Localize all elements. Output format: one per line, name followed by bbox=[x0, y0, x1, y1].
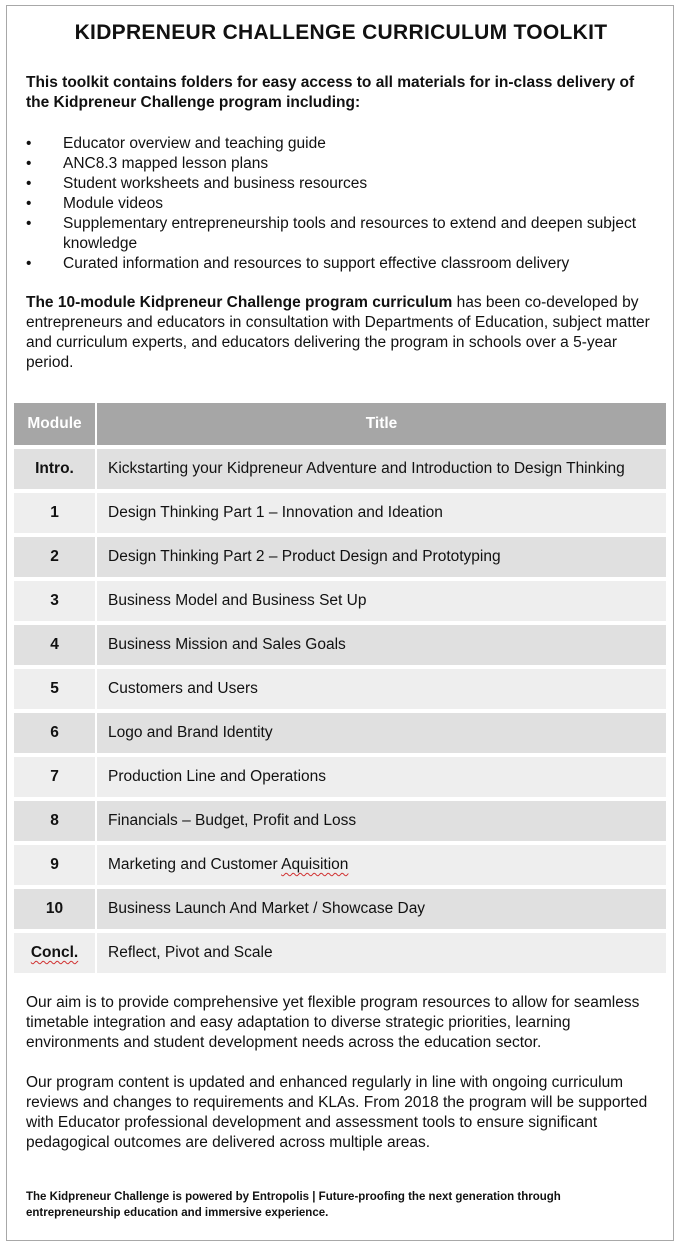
intro-text: This toolkit contains folders for easy a… bbox=[26, 74, 635, 111]
bullet-icon: • bbox=[26, 135, 32, 152]
table-row: 1 Design Thinking Part 1 – Innovation an… bbox=[14, 491, 666, 537]
module-title: Production Line and Operations bbox=[96, 755, 666, 801]
module-title: Marketing and Customer Aquisition bbox=[96, 843, 666, 889]
module-number: 8 bbox=[14, 799, 97, 845]
module-title: Business Mission and Sales Goals bbox=[96, 623, 666, 669]
bullet-icon: • bbox=[26, 175, 32, 192]
module-title: Business Model and Business Set Up bbox=[96, 579, 666, 625]
table-row: 4 Business Mission and Sales Goals bbox=[14, 623, 666, 669]
modules-table: Module Title Intro. Kickstarting your Ki… bbox=[14, 403, 666, 973]
module-number: 10 bbox=[14, 887, 97, 933]
footer-note: The Kidpreneur Challenge is powered by E… bbox=[26, 1191, 561, 1219]
module-title: Financials – Budget, Profit and Loss bbox=[96, 799, 666, 845]
content-paragraph: Our program content is updated and enhan… bbox=[26, 1074, 648, 1151]
spellcheck-flagged-word: Concl. bbox=[30, 944, 79, 961]
bullet-icon: • bbox=[26, 255, 32, 272]
table-row: Concl. Reflect, Pivot and Scale bbox=[14, 931, 666, 973]
page-border bbox=[6, 5, 674, 1241]
module-title: Design Thinking Part 2 – Product Design … bbox=[96, 535, 666, 581]
curriculum-paragraph: The 10-module Kidpreneur Challenge progr… bbox=[26, 293, 661, 373]
module-number: 1 bbox=[14, 491, 97, 537]
curriculum-paragraph-bold: The 10-module Kidpreneur Challenge progr… bbox=[26, 294, 453, 311]
table-row: 10 Business Launch And Market / Showcase… bbox=[14, 887, 666, 933]
table-row: 3 Business Model and Business Set Up bbox=[14, 579, 666, 625]
list-item: • Supplementary entrepreneurship tools an… bbox=[26, 214, 666, 254]
curriculum-paragraph-rest: has been co-developed by entrepreneurs a… bbox=[26, 294, 650, 371]
module-title-text: Marketing and Customer bbox=[108, 856, 282, 873]
module-title: Customers and Users bbox=[96, 667, 666, 713]
module-number: 7 bbox=[14, 755, 97, 801]
table-row: 9 Marketing and Customer Aquisition bbox=[14, 843, 666, 889]
list-item: • Student worksheets and business resourc… bbox=[26, 174, 666, 194]
table-row: 7 Production Line and Operations bbox=[14, 755, 666, 801]
module-title: Logo and Brand Identity bbox=[96, 711, 666, 757]
table-row: 8 Financials – Budget, Profit and Loss bbox=[14, 799, 666, 845]
list-item-text: Supplementary entrepreneurship tools and… bbox=[63, 215, 637, 252]
spellcheck-flagged-word: Aquisition bbox=[281, 856, 349, 873]
table-row: 2 Design Thinking Part 2 – Product Desig… bbox=[14, 535, 666, 581]
list-item-text: Module videos bbox=[63, 195, 163, 212]
module-title: Reflect, Pivot and Scale bbox=[96, 931, 666, 973]
table-header-row: Module Title bbox=[14, 403, 666, 449]
list-item: • Educator overview and teaching guide bbox=[26, 134, 666, 154]
list-item-text: Curated information and resources to sup… bbox=[63, 255, 570, 272]
bullet-icon: • bbox=[26, 195, 32, 212]
module-number: 4 bbox=[14, 623, 97, 669]
module-number: 5 bbox=[14, 667, 97, 713]
module-title: Design Thinking Part 1 – Innovation and … bbox=[96, 491, 666, 537]
module-title: Kickstarting your Kidpreneur Adventure a… bbox=[96, 447, 666, 493]
module-number: Intro. bbox=[14, 447, 97, 493]
module-number: Concl. bbox=[14, 931, 97, 973]
table-row: 6 Logo and Brand Identity bbox=[14, 711, 666, 757]
bullet-icon: • bbox=[26, 155, 32, 172]
list-item-text: ANC8.3 mapped lesson plans bbox=[63, 155, 269, 172]
materials-list: • Educator overview and teaching guide • A… bbox=[26, 134, 666, 274]
list-item: • Module videos bbox=[26, 194, 666, 214]
list-item-text: Educator overview and teaching guide bbox=[63, 135, 326, 152]
module-number: 3 bbox=[14, 579, 97, 625]
column-header-title: Title bbox=[96, 403, 666, 449]
column-header-module: Module bbox=[14, 403, 97, 449]
list-item-text: Student worksheets and business resource… bbox=[63, 175, 368, 192]
list-item: • Curated information and resources to su… bbox=[26, 254, 666, 274]
list-item: • ANC8.3 mapped lesson plans bbox=[26, 154, 666, 174]
module-number: 2 bbox=[14, 535, 97, 581]
bullet-icon: • bbox=[26, 215, 32, 232]
module-number: 6 bbox=[14, 711, 97, 757]
module-title: Business Launch And Market / Showcase Da… bbox=[96, 887, 666, 933]
aim-paragraph: Our aim is to provide comprehensive yet … bbox=[26, 994, 640, 1051]
module-number: 9 bbox=[14, 843, 97, 889]
table-row: 5 Customers and Users bbox=[14, 667, 666, 713]
page-title: KIDPRENEUR CHALLENGE CURRICULUM TOOLKIT bbox=[74, 21, 608, 44]
table-row: Intro. Kickstarting your Kidpreneur Adve… bbox=[14, 447, 666, 493]
